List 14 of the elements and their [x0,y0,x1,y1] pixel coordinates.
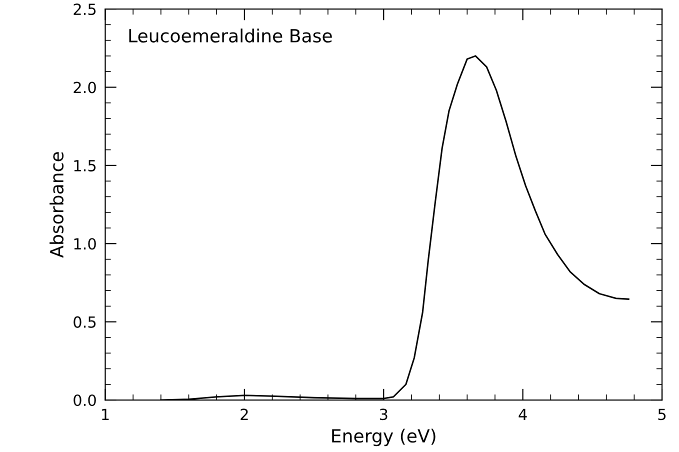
y-tick-label: 2.5 [74,4,96,16]
y-tick-label: 0.0 [74,394,96,406]
y-tick-label: 1.0 [74,238,96,250]
annotation: Leucoemeraldine Base [129,28,332,43]
x-tick-label: 3 [380,408,388,420]
y-tick-label: 1.5 [74,160,96,172]
x-tick-label: 2 [240,408,248,420]
x-tick-label: 5 [658,408,666,420]
x-tick-label: 4 [518,408,527,420]
x-axis-title: Energy (eV) [332,428,436,446]
y-tick-label: 2.0 [74,82,96,94]
x-tick-label: 1 [102,408,109,420]
y-axis-title: Absorbance [50,152,64,258]
y-tick-label: 0.5 [74,316,96,328]
